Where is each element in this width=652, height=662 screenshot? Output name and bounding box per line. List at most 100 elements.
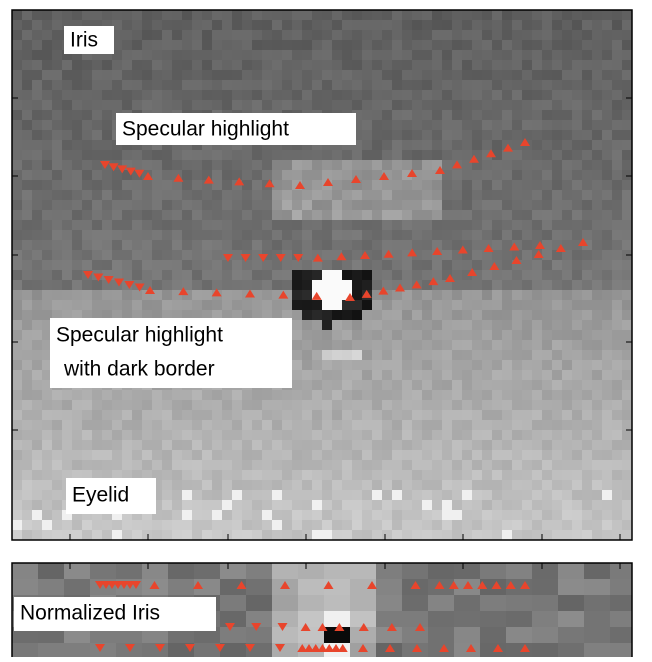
pixel	[22, 150, 32, 160]
pixel	[232, 260, 242, 270]
pixel	[32, 110, 42, 120]
pixel	[242, 60, 252, 70]
pixel	[212, 400, 222, 410]
pixel	[372, 320, 382, 330]
pixel	[182, 70, 192, 80]
pixel	[112, 100, 122, 110]
pixel	[232, 440, 242, 450]
pixel	[582, 200, 592, 210]
pixel	[162, 80, 172, 90]
pixel	[312, 320, 322, 330]
pixel	[392, 320, 402, 330]
pixel	[232, 10, 242, 20]
pixel	[542, 360, 552, 370]
pixel	[572, 480, 582, 490]
pixel	[532, 190, 542, 200]
pixel	[462, 330, 472, 340]
pixel	[552, 200, 562, 210]
pixel	[22, 50, 32, 60]
pixel	[352, 360, 362, 370]
pixel	[142, 250, 152, 260]
pixel	[272, 510, 282, 520]
pixel	[272, 30, 282, 40]
pixel	[572, 170, 582, 180]
pixel	[522, 330, 532, 340]
pixel	[592, 70, 602, 80]
pixel	[512, 410, 522, 420]
pixel	[52, 40, 62, 50]
pixel	[602, 410, 612, 420]
pixel	[42, 80, 52, 90]
pixel	[572, 290, 582, 300]
pixel	[272, 220, 282, 230]
pixel	[72, 160, 82, 170]
pixel	[372, 460, 382, 470]
pixel	[152, 180, 162, 190]
pixel	[452, 220, 462, 230]
pixel	[422, 470, 432, 480]
pixel	[462, 420, 472, 430]
pixel	[462, 20, 472, 30]
pixel	[492, 500, 502, 510]
pixel	[282, 480, 292, 490]
pixel	[222, 210, 232, 220]
pixel	[462, 480, 472, 490]
pixel	[452, 90, 462, 100]
pixel	[324, 563, 350, 579]
pixel	[142, 90, 152, 100]
pixel	[532, 595, 558, 611]
pixel	[552, 430, 562, 440]
pixel	[522, 510, 532, 520]
pixel	[532, 370, 542, 380]
pixel	[482, 120, 492, 130]
pixel	[562, 480, 572, 490]
pixel	[42, 300, 52, 310]
pixel	[592, 270, 602, 280]
pixel	[572, 250, 582, 260]
pixel	[462, 310, 472, 320]
pixel	[562, 180, 572, 190]
pixel	[522, 220, 532, 230]
pixel	[42, 510, 52, 520]
pixel	[152, 240, 162, 250]
pixel	[512, 450, 522, 460]
pixel	[492, 280, 502, 290]
pixel	[42, 240, 52, 250]
pixel	[342, 200, 352, 210]
pixel	[292, 20, 302, 30]
pixel	[572, 190, 582, 200]
pixel	[372, 200, 382, 210]
pixel	[532, 579, 558, 595]
pixel	[72, 390, 82, 400]
pixel	[172, 520, 182, 530]
pixel	[222, 530, 232, 540]
pixel	[222, 430, 232, 440]
pixel	[332, 90, 342, 100]
pixel	[232, 300, 242, 310]
pixel	[432, 400, 442, 410]
pixel	[362, 380, 372, 390]
pixel	[32, 190, 42, 200]
pixel	[302, 80, 312, 90]
pixel	[622, 380, 632, 390]
pixel	[422, 350, 432, 360]
pixel	[342, 460, 352, 470]
pixel	[622, 360, 632, 370]
pixel	[362, 350, 372, 360]
pixel	[422, 160, 432, 170]
pixel	[122, 180, 132, 190]
pixel	[362, 310, 372, 320]
pixel	[372, 300, 382, 310]
pixel	[162, 300, 172, 310]
pixel	[62, 150, 72, 160]
pixel	[62, 450, 72, 460]
pixel	[162, 520, 172, 530]
pixel	[582, 110, 592, 120]
pixel	[622, 490, 632, 500]
pixel	[582, 100, 592, 110]
pixel	[482, 220, 492, 230]
pixel	[102, 280, 112, 290]
pixel	[82, 290, 92, 300]
pixel	[422, 490, 432, 500]
pixel	[112, 430, 122, 440]
